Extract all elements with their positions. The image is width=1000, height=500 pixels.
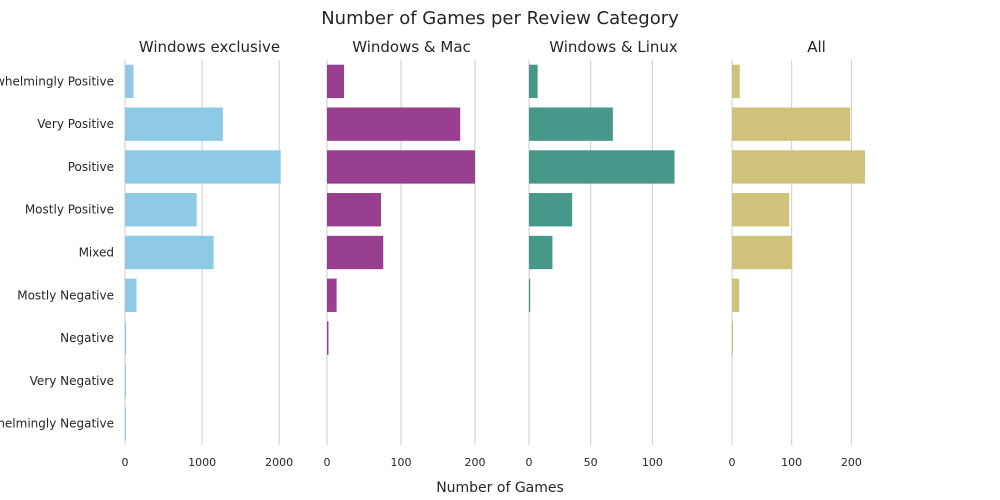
x-tick-label: 100 xyxy=(781,456,802,469)
x-tick-label: 50 xyxy=(584,456,598,469)
bar xyxy=(327,235,384,270)
x-tick-label: 100 xyxy=(391,456,412,469)
panel-title: All xyxy=(807,38,826,56)
bar xyxy=(529,193,573,227)
bar xyxy=(732,64,740,99)
bar xyxy=(327,278,337,312)
bar xyxy=(327,193,382,227)
bar xyxy=(529,150,675,184)
bar xyxy=(732,150,866,184)
bar xyxy=(125,235,214,270)
x-tick-label: 1000 xyxy=(188,456,216,469)
category-labels: Overwhelmingly Positive Very Positive Posi… xyxy=(0,74,114,430)
panel-2: 0 100 200 Windows & Mac xyxy=(324,38,486,469)
bar xyxy=(529,278,531,312)
bar xyxy=(125,321,127,355)
category-label: Mostly Positive xyxy=(25,203,114,217)
panel-title: Windows & Mac xyxy=(352,38,471,56)
x-tick-label: 200 xyxy=(465,456,486,469)
x-tick-label: 0 xyxy=(526,456,533,469)
category-label: Very Negative xyxy=(30,374,114,388)
category-label: Overwhelmingly Negative xyxy=(0,417,114,431)
category-label: Positive xyxy=(68,160,114,174)
bar xyxy=(125,64,134,99)
x-axis-label: Number of Games xyxy=(436,480,564,496)
category-label: Overwhelmingly Positive xyxy=(0,74,114,88)
bar xyxy=(125,406,126,441)
bar xyxy=(732,235,793,270)
x-tick-label: 2000 xyxy=(265,456,293,469)
bar xyxy=(125,150,281,184)
bar xyxy=(125,278,137,312)
x-tick-label: 200 xyxy=(841,456,862,469)
bar xyxy=(327,321,329,355)
chart-title: Number of Games per Review Category xyxy=(321,8,679,29)
panel-3: 0 50 100 Windows & Linux xyxy=(526,38,678,469)
panel-1: 0 1000 2000 Windows exclusive xyxy=(122,38,294,469)
bar xyxy=(327,64,345,99)
x-tick-label: 0 xyxy=(324,456,331,469)
panel-4: 0 100 200 All xyxy=(729,38,866,469)
category-label: Mixed xyxy=(79,246,114,260)
x-tick-label: 0 xyxy=(729,456,736,469)
panel-title: Windows exclusive xyxy=(139,38,280,56)
bar xyxy=(732,107,851,141)
bar xyxy=(529,64,538,99)
bar xyxy=(529,235,553,270)
bar xyxy=(125,193,197,227)
category-label: Negative xyxy=(60,331,114,345)
category-label: Very Positive xyxy=(37,117,114,131)
bar xyxy=(125,107,223,141)
bar xyxy=(327,150,475,184)
x-tick-label: 0 xyxy=(122,456,129,469)
bar xyxy=(732,278,740,312)
bar xyxy=(732,321,733,355)
category-label: Mostly Negative xyxy=(17,288,114,302)
bar xyxy=(327,107,461,141)
bar xyxy=(529,107,613,141)
bar xyxy=(732,193,790,227)
panel-title: Windows & Linux xyxy=(549,38,678,56)
x-tick-label: 100 xyxy=(642,456,663,469)
bar xyxy=(125,364,126,398)
